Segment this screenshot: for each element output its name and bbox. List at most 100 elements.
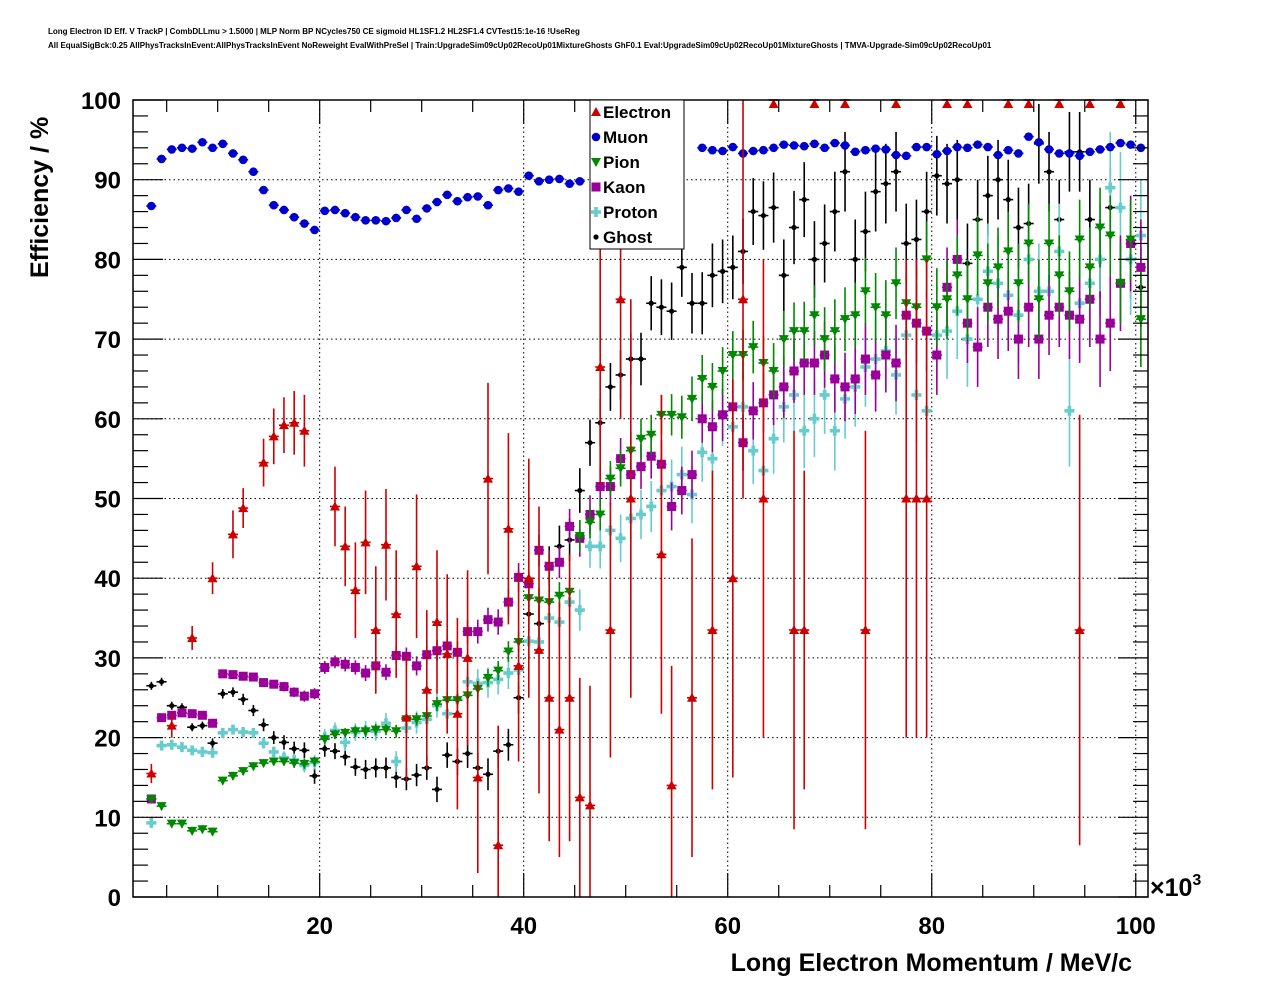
ghost-marker [699,300,705,306]
ghost-marker [291,746,297,752]
electron-marker [666,780,677,790]
muon-marker [789,141,799,150]
ghost-data-point [442,742,453,768]
kaon-marker [850,374,860,384]
kaon-marker [1044,310,1054,320]
pion-data-point [962,259,973,340]
ghost-marker [352,764,358,770]
pion-marker [778,335,789,345]
electron-data-point [462,570,473,746]
y-tick-label: 0 [108,885,121,912]
pion-marker [1074,235,1085,245]
muon-data-point [1044,145,1055,154]
ghost-marker [240,696,246,702]
ghost-data-point [156,677,167,686]
electron-data-point [656,394,667,714]
pion-data-point [1115,243,1126,324]
muon-data-point [901,151,912,161]
muon-data-point [972,140,983,149]
kaon-marker [881,350,891,360]
muon-marker [799,141,809,151]
kaon-data-point [289,687,300,697]
ghost-marker [669,308,675,314]
ghost-marker [985,193,991,199]
electron-data-point [360,490,371,595]
electron-marker [921,493,932,503]
muon-data-point [1064,149,1075,158]
muon-data-point [880,145,891,154]
ghost-data-point [717,239,728,304]
kaon-data-point [268,679,279,689]
pion-data-point [176,819,187,829]
ghost-marker [301,747,307,753]
muon-data-point [1013,149,1024,158]
proton-marker [1064,405,1075,416]
pion-marker [329,730,340,740]
series-electron [146,99,1126,897]
kaon-marker [860,354,870,364]
pion-data-point [207,827,218,837]
muon-marker [871,144,880,153]
pion-marker [1095,223,1106,233]
muon-data-point [340,208,351,218]
ghost-data-point [329,743,340,760]
muon-data-point [1115,138,1126,148]
ghost-data-point [656,279,667,336]
pion-marker [605,474,616,484]
ghost-marker [852,256,858,262]
muon-marker [330,205,340,215]
pion-data-point [840,287,851,352]
pion-marker [187,826,198,836]
muon-data-point [258,185,269,195]
ghost-marker [750,208,756,215]
muon-marker [1014,149,1023,158]
ghost-data-point [482,758,493,791]
kaon-marker [157,713,167,723]
pion-data-point [1095,187,1106,268]
electron-data-point [278,397,289,454]
pion-marker [411,715,422,725]
muon-data-point [452,196,463,206]
ghost-marker [607,384,614,390]
muon-data-point [717,146,728,156]
muon-data-point [503,184,514,193]
pion-data-point [778,311,789,367]
muon-marker [1034,137,1044,147]
muon-marker [1095,145,1105,154]
electron-data-point [666,665,677,897]
muon-marker [942,146,952,156]
pion-marker [299,759,310,769]
kaon-marker [554,557,564,567]
pion-marker [840,315,851,325]
legend-entry-muon: Muon [591,128,648,147]
electron-marker [421,684,432,694]
electron-marker [146,768,157,778]
muon-marker [402,205,411,215]
pion-data-point [748,320,759,374]
muon-marker [177,143,187,153]
muon-data-point [982,142,993,152]
muon-data-point [534,176,544,186]
pion-data-point [615,449,626,487]
ghost-data-point [166,701,177,710]
pion-data-point [503,641,514,662]
proton-marker [574,605,585,616]
electron-data-point [380,488,391,601]
electron-marker [340,541,351,551]
pion-data-point [666,394,677,436]
electron-data-point [238,488,249,528]
kaon-marker [228,670,238,680]
kaon-data-point [340,657,351,672]
pion-data-point [1033,259,1044,340]
muon-data-point [299,219,310,228]
proton-marker [615,533,626,544]
kaon-data-point [156,713,167,723]
electron-marker [901,493,912,503]
ghost-data-point [197,721,208,730]
kaon-marker [840,382,850,392]
muon-data-point [370,216,381,225]
electron-data-point [921,259,932,738]
muon-marker [228,149,238,158]
proton-marker [768,433,779,444]
